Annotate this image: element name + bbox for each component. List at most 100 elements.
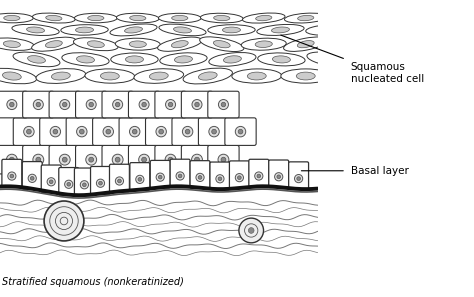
FancyBboxPatch shape: [155, 91, 186, 118]
Ellipse shape: [125, 27, 143, 33]
Circle shape: [86, 154, 97, 165]
Circle shape: [27, 129, 31, 134]
Circle shape: [30, 176, 34, 180]
Circle shape: [165, 154, 176, 165]
Ellipse shape: [0, 68, 36, 84]
Circle shape: [24, 127, 34, 137]
Ellipse shape: [255, 15, 272, 21]
Circle shape: [60, 99, 70, 110]
Circle shape: [96, 179, 105, 187]
Ellipse shape: [172, 15, 188, 21]
Circle shape: [165, 99, 175, 110]
Circle shape: [138, 178, 142, 181]
Circle shape: [9, 102, 14, 107]
Circle shape: [156, 127, 166, 137]
FancyBboxPatch shape: [75, 91, 107, 118]
Circle shape: [297, 177, 301, 181]
Circle shape: [237, 176, 241, 179]
Circle shape: [274, 173, 283, 181]
FancyBboxPatch shape: [182, 146, 213, 174]
Circle shape: [239, 218, 264, 243]
Ellipse shape: [214, 15, 230, 21]
Circle shape: [168, 157, 173, 162]
Ellipse shape: [283, 37, 328, 51]
Ellipse shape: [2, 72, 21, 80]
Circle shape: [142, 102, 146, 107]
FancyBboxPatch shape: [40, 118, 71, 146]
Ellipse shape: [111, 53, 158, 66]
Circle shape: [7, 154, 17, 165]
Ellipse shape: [100, 72, 119, 80]
Circle shape: [235, 127, 246, 137]
FancyBboxPatch shape: [49, 91, 81, 118]
Ellipse shape: [232, 69, 282, 83]
Circle shape: [142, 157, 146, 162]
Circle shape: [129, 127, 140, 137]
Circle shape: [64, 180, 73, 188]
Ellipse shape: [297, 41, 314, 48]
Circle shape: [103, 127, 113, 137]
Ellipse shape: [33, 13, 75, 23]
Circle shape: [168, 102, 173, 107]
Ellipse shape: [0, 13, 33, 23]
Ellipse shape: [61, 25, 108, 35]
Ellipse shape: [200, 37, 244, 52]
Text: Basal layer: Basal layer: [351, 166, 409, 176]
Ellipse shape: [76, 56, 94, 63]
Ellipse shape: [130, 15, 146, 21]
Circle shape: [115, 177, 124, 185]
Circle shape: [238, 129, 243, 134]
FancyBboxPatch shape: [128, 91, 160, 118]
FancyBboxPatch shape: [49, 146, 81, 174]
FancyBboxPatch shape: [91, 167, 110, 194]
FancyBboxPatch shape: [269, 160, 289, 188]
Ellipse shape: [62, 53, 109, 66]
Circle shape: [132, 129, 137, 134]
Circle shape: [248, 228, 254, 233]
Ellipse shape: [75, 27, 93, 33]
Circle shape: [33, 99, 43, 110]
FancyBboxPatch shape: [74, 168, 94, 196]
Circle shape: [113, 99, 123, 110]
Circle shape: [158, 175, 162, 179]
Ellipse shape: [281, 69, 330, 83]
Circle shape: [89, 102, 93, 107]
Ellipse shape: [213, 41, 230, 48]
Circle shape: [33, 154, 44, 165]
FancyBboxPatch shape: [128, 146, 160, 174]
Circle shape: [49, 180, 53, 184]
Ellipse shape: [201, 13, 243, 23]
Ellipse shape: [117, 13, 159, 23]
Circle shape: [198, 176, 202, 179]
Circle shape: [62, 157, 67, 162]
Ellipse shape: [134, 69, 183, 83]
Ellipse shape: [241, 38, 286, 50]
Ellipse shape: [296, 72, 315, 80]
Circle shape: [115, 102, 120, 107]
FancyBboxPatch shape: [102, 91, 133, 118]
Circle shape: [257, 174, 261, 178]
Circle shape: [182, 127, 193, 137]
Circle shape: [67, 182, 71, 186]
Ellipse shape: [258, 53, 305, 66]
Circle shape: [191, 154, 202, 165]
Circle shape: [156, 173, 164, 181]
FancyBboxPatch shape: [146, 118, 177, 146]
Ellipse shape: [257, 24, 304, 35]
Circle shape: [218, 154, 229, 165]
Circle shape: [277, 175, 281, 178]
FancyBboxPatch shape: [2, 159, 22, 187]
Ellipse shape: [284, 13, 327, 23]
Circle shape: [53, 129, 58, 134]
Circle shape: [196, 173, 204, 181]
FancyBboxPatch shape: [92, 118, 124, 146]
Ellipse shape: [46, 41, 62, 48]
FancyBboxPatch shape: [59, 168, 79, 195]
Circle shape: [99, 181, 102, 185]
Ellipse shape: [115, 38, 160, 50]
Circle shape: [195, 102, 199, 107]
Ellipse shape: [51, 72, 70, 80]
Ellipse shape: [73, 38, 118, 51]
Ellipse shape: [174, 56, 192, 63]
Circle shape: [59, 154, 70, 165]
